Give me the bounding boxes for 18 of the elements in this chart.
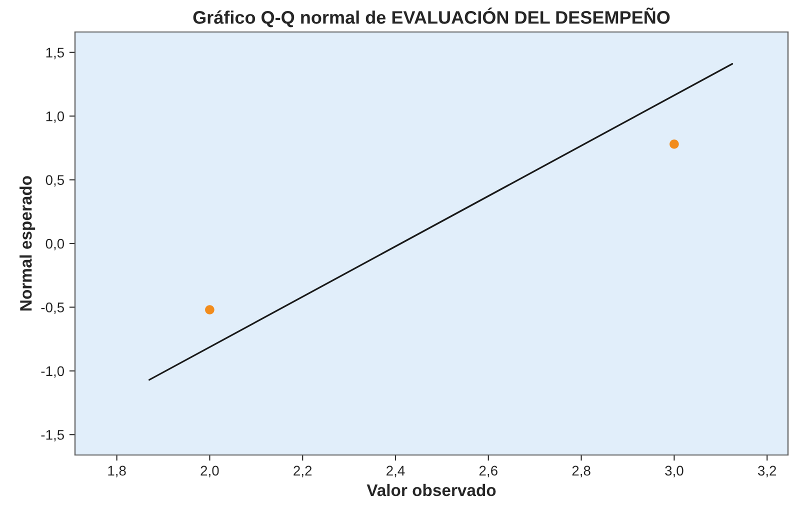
x-tick-label: 2,8 [572, 466, 590, 478]
x-tick-label: 1,8 [108, 466, 126, 478]
y-tick-label: 0,5 [46, 175, 64, 187]
x-tick-label: 2,0 [200, 466, 219, 478]
chart-title: Gráfico Q-Q normal de EVALUACIÓN DEL DESEMPEÑO [193, 8, 670, 28]
y-tick-label: -1,0 [41, 366, 64, 378]
y-tick-label: -1,5 [41, 430, 64, 442]
y-tick-label: -0,5 [41, 302, 64, 314]
x-tick-label: 2,2 [294, 466, 312, 478]
x-tick-label: 2,6 [479, 466, 498, 478]
y-tick-label: 0,0 [46, 238, 64, 250]
y-tick-label: 1,0 [46, 111, 64, 123]
y-tick-label: 1,5 [46, 48, 64, 60]
x-axis-title: Valor observado [366, 484, 496, 496]
y-axis-title: Normal esperado [20, 176, 36, 310]
x-tick-label: 3,2 [758, 466, 776, 478]
x-tick-label: 2,4 [386, 466, 405, 478]
x-tick-label: 3,0 [665, 466, 684, 478]
